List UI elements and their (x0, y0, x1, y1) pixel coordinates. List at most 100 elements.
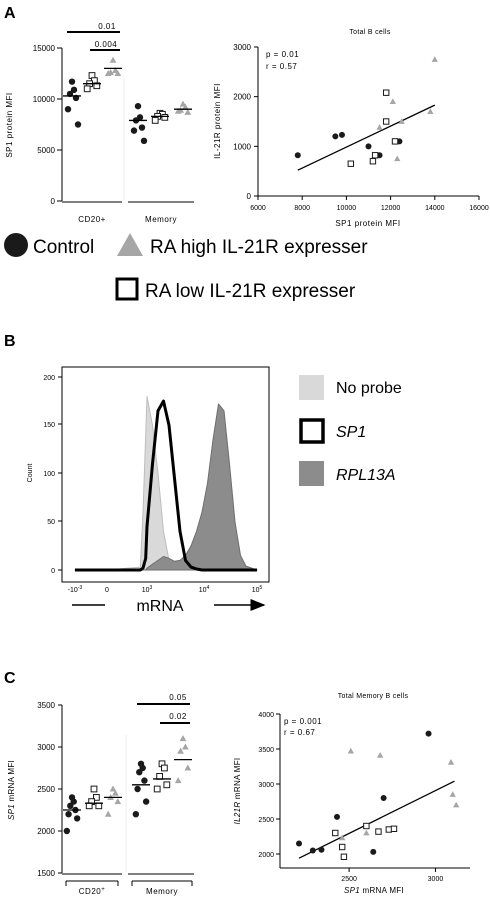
point-ra-low (93, 794, 100, 801)
point-ra-low (340, 853, 348, 860)
point-control (65, 811, 72, 818)
data-points (63, 56, 192, 145)
point-control (334, 813, 340, 820)
regression-line (297, 104, 436, 171)
x-tick-label: 103 (142, 585, 153, 594)
point-control (140, 137, 148, 145)
point-ra-high (449, 791, 456, 797)
x-tick-label: 12000 (381, 205, 401, 212)
point-ra-low (93, 82, 101, 90)
y-tick-label: 10000 (33, 95, 56, 104)
point-control (130, 127, 138, 134)
point-ra-high (427, 108, 434, 114)
panel-a-dot-plot: 15000 10000 5000 0 SP1 protein MFI CD20+… (5, 22, 194, 224)
data-points (294, 56, 438, 171)
point-ra-low (375, 828, 382, 835)
legend-control-label: Control (33, 237, 94, 258)
x-tick-label: 14000 (425, 205, 445, 212)
y-tick-label: 2500 (258, 817, 274, 824)
y-tick-label: 2000 (37, 827, 55, 836)
y-tick-label: 4000 (258, 712, 274, 719)
y-tick-label: 3000 (233, 43, 251, 52)
x-tick-label: 8000 (294, 205, 310, 212)
point-ra-high (174, 777, 182, 784)
point-ra-high (377, 752, 384, 758)
x-axis: -10-3 0 103 104 105 mRNA (68, 585, 266, 615)
legend-ra-low-label: RA low IL-21R expresser (145, 281, 356, 302)
chart-title: Total B cells (349, 29, 390, 36)
chart-title: Total Memory B cells (338, 693, 409, 700)
y-tick-label: 2500 (37, 785, 55, 794)
point-ra-high (182, 743, 189, 750)
axis-ticks: 2500 3000 2000 2500 3000 3500 4000 (258, 712, 443, 883)
curve-sp1 (75, 399, 257, 572)
point-control (136, 769, 143, 776)
legend-control-marker (4, 233, 28, 257)
y-tick-label: 0 (51, 197, 56, 206)
y-tick-label: 100 (43, 471, 55, 478)
legend-no-probe-label: No probe (336, 380, 402, 397)
point-ra-low (363, 822, 370, 830)
x-tick-label: 0 (105, 587, 109, 594)
x-axis-title: SP1 protein MFI (335, 219, 400, 228)
y-tick-label: 1500 (37, 869, 55, 878)
y-tick-label: 1000 (233, 142, 251, 151)
point-ra-high (182, 103, 189, 110)
point-ra-high (112, 789, 119, 796)
point-ra-low (382, 118, 390, 125)
point-ra-low (338, 843, 346, 851)
point-control (370, 848, 377, 855)
y-tick-label: 2000 (233, 93, 251, 102)
legend-sp1-label: SP1 (336, 424, 366, 441)
histogram-legend: No probe SP1 RPL13A (299, 375, 402, 486)
x-tick-label: 6000 (250, 205, 266, 212)
point-ra-low (161, 764, 168, 772)
data-points (296, 730, 460, 860)
x-tick-label: 2500 (341, 876, 357, 883)
point-ra-high (184, 764, 192, 771)
y-tick-label: 0 (51, 568, 55, 575)
data-points (63, 735, 192, 835)
y-axis-title: SP1 mRNA MFI (7, 760, 16, 820)
histogram-curves (74, 395, 258, 572)
legend-ra-low-marker (115, 277, 139, 301)
point-ra-low (83, 85, 91, 93)
group-label-memory: Memory (145, 215, 177, 224)
panel-letter-b: B (4, 333, 16, 350)
axis-ticks: 6000 8000 10000 12000 14000 16000 0 1000 2000 300… (233, 43, 489, 212)
y-axis: 3500 3000 2500 2000 1500 SP1 mRNA MFI (7, 701, 63, 878)
panel-letter-a: A (4, 5, 16, 22)
point-ra-high (104, 69, 112, 77)
r-value-annotation: r = 0.57 (266, 62, 297, 71)
p-value-annotation: p = 0.01 (266, 50, 299, 59)
panel-c-dot-plot: 3500 3000 2500 2000 1500 SP1 mRNA MFI CD… (7, 693, 194, 896)
y-tick-label: 3000 (37, 743, 55, 752)
point-ra-high (447, 759, 455, 765)
y-axis-title: IL21R mRNA MFI (233, 758, 242, 825)
x-axis-title: mRNA (136, 598, 183, 615)
x-tick-label: 10000 (337, 205, 357, 212)
point-ra-high (394, 155, 401, 162)
point-ra-high (363, 829, 370, 836)
point-control (64, 106, 72, 113)
y-tick-label: 3000 (258, 782, 274, 789)
point-control (70, 86, 78, 94)
point-control (380, 795, 387, 801)
x-tick-label: 16000 (469, 205, 489, 212)
y-axis-title: SP1 protein MFI (5, 92, 14, 157)
y-tick-label: 50 (47, 519, 55, 526)
point-ra-low (161, 113, 169, 121)
significance-brackets: 0.05 0.02 (137, 693, 190, 724)
point-control (67, 802, 74, 809)
y-tick-label: 0 (247, 192, 252, 201)
point-control (132, 811, 140, 818)
point-control (68, 78, 76, 85)
r-value-annotation: r = 0.67 (284, 728, 315, 737)
bracket-p-value: 0.05 (169, 693, 187, 702)
legend-rpl13a-swatch (299, 461, 324, 486)
x-tick-label: 3000 (428, 876, 444, 883)
point-ra-high (398, 118, 405, 124)
x-axis-title: SP1 mRNA MFI (344, 886, 404, 895)
point-ra-high (431, 56, 438, 62)
point-ra-high (114, 798, 122, 805)
